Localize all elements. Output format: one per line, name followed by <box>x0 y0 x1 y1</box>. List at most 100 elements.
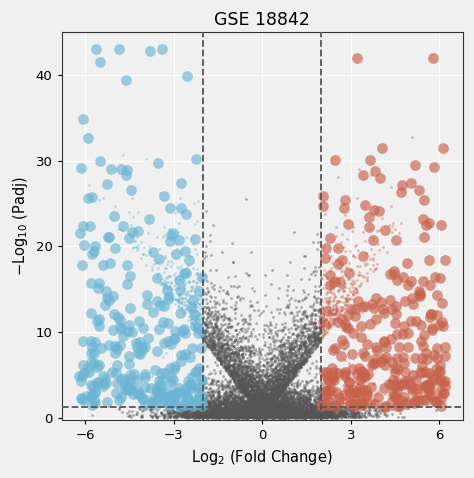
Point <box>231 378 238 386</box>
Point <box>287 400 294 408</box>
Point <box>292 406 299 414</box>
Point <box>307 391 314 399</box>
Point <box>278 411 286 419</box>
Point <box>293 383 301 391</box>
Point <box>358 399 366 407</box>
Point <box>359 349 366 357</box>
Point <box>270 369 277 377</box>
Point <box>284 282 292 290</box>
Point <box>182 408 189 416</box>
Point <box>276 388 284 395</box>
Point <box>125 321 132 329</box>
Point <box>283 406 291 413</box>
Point <box>232 406 239 414</box>
Point <box>235 394 243 402</box>
Point <box>204 343 212 351</box>
Point <box>264 410 272 417</box>
Point <box>269 393 276 401</box>
Point <box>230 412 238 420</box>
Point <box>257 399 264 406</box>
Point <box>298 408 305 416</box>
Point <box>287 343 294 351</box>
Point <box>317 414 325 422</box>
Point <box>298 363 305 370</box>
Point <box>221 399 229 406</box>
Point <box>291 401 298 408</box>
Point <box>309 311 316 319</box>
Point <box>203 410 210 417</box>
Point <box>296 393 304 401</box>
Point <box>186 314 193 321</box>
Point <box>285 358 293 366</box>
Point <box>271 410 279 418</box>
Point <box>267 405 274 413</box>
Point <box>357 412 365 419</box>
Point <box>265 404 273 412</box>
Point <box>283 413 290 421</box>
Point <box>229 395 237 403</box>
Point <box>270 389 278 397</box>
Point <box>316 324 323 332</box>
Point <box>262 411 270 418</box>
Point <box>249 393 256 401</box>
Point <box>206 316 213 324</box>
Point <box>231 336 239 344</box>
Point <box>296 408 304 415</box>
Point <box>216 367 224 375</box>
Point <box>161 285 168 293</box>
Point <box>139 406 146 413</box>
Point <box>133 409 141 416</box>
Point <box>241 408 249 416</box>
Point <box>242 413 249 421</box>
Point <box>230 402 238 410</box>
Point <box>210 413 218 421</box>
Point <box>197 401 205 409</box>
Point <box>253 411 261 419</box>
Point <box>277 410 285 418</box>
Point <box>331 400 338 407</box>
Point <box>259 403 267 411</box>
Point <box>241 358 249 365</box>
Point <box>273 396 281 403</box>
Point <box>220 410 228 417</box>
Point <box>220 350 228 358</box>
Point <box>242 370 250 378</box>
Point <box>226 410 234 418</box>
Point <box>223 409 230 416</box>
Point <box>253 401 261 408</box>
Point <box>187 303 194 310</box>
Point <box>245 405 252 413</box>
Point <box>224 404 231 412</box>
Point <box>342 323 349 330</box>
Point <box>276 414 284 422</box>
Point <box>218 344 225 352</box>
Point <box>221 344 228 352</box>
Point <box>227 398 235 406</box>
Point <box>187 407 195 414</box>
Point <box>268 345 276 352</box>
Point <box>292 411 300 419</box>
Point <box>329 347 337 354</box>
Point <box>304 324 311 332</box>
Point <box>252 403 260 411</box>
Point <box>233 409 240 417</box>
Point <box>206 392 213 400</box>
Point <box>192 410 200 417</box>
Point <box>292 400 300 408</box>
Point <box>306 408 314 415</box>
Point <box>312 324 320 332</box>
Point <box>310 333 318 340</box>
Point <box>223 411 230 418</box>
Point <box>284 408 292 415</box>
Point <box>293 311 301 318</box>
Point <box>227 367 235 375</box>
Point <box>239 384 246 392</box>
Point <box>249 389 256 397</box>
Point <box>270 398 277 405</box>
Point <box>373 228 381 235</box>
Point <box>272 381 280 389</box>
Point <box>221 413 228 421</box>
Point <box>221 404 228 412</box>
Point <box>325 412 332 419</box>
Point <box>220 408 228 416</box>
